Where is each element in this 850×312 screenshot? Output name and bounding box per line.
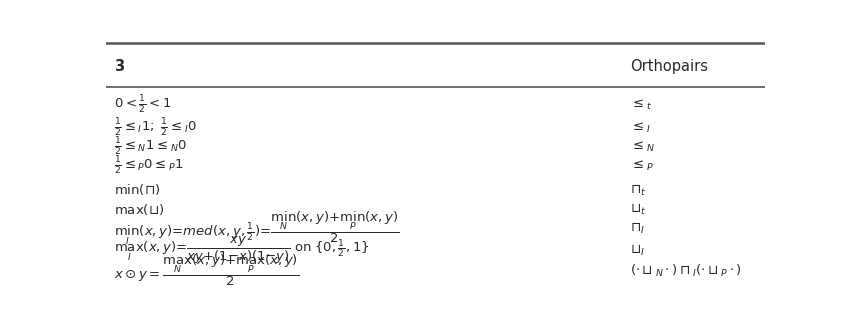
Text: Orthopairs: Orthopairs <box>630 59 708 74</box>
Text: $\min(\sqcap)$: $\min(\sqcap)$ <box>114 183 161 197</box>
Text: $x \odot y = \dfrac{\max_N(x,y)+\max_P(x,y)}{2}$: $x \odot y = \dfrac{\max_N(x,y)+\max_P(x… <box>114 252 299 288</box>
Text: $\sqcap_t$: $\sqcap_t$ <box>630 183 646 197</box>
Text: $\sqcup_I$: $\sqcup_I$ <box>630 242 645 258</box>
Text: $\leq_I$: $\leq_I$ <box>630 120 651 134</box>
Text: $\frac{1}{2} \leq_P 0 \leq_P 1$: $\frac{1}{2} \leq_P 0 \leq_P 1$ <box>114 155 184 177</box>
Text: $(\cdot \sqcup_N \cdot) \sqcap_I (\cdot \sqcup_P \cdot)$: $(\cdot \sqcup_N \cdot) \sqcap_I (\cdot … <box>630 262 742 279</box>
Text: $\sqcup_t$: $\sqcup_t$ <box>630 202 646 217</box>
Text: $\sqcap_I$: $\sqcap_I$ <box>630 221 645 236</box>
Text: $\mathbf{3}$: $\mathbf{3}$ <box>114 58 125 74</box>
Text: $\leq_t$: $\leq_t$ <box>630 98 652 112</box>
Text: $0 < \frac{1}{2} < 1$: $0 < \frac{1}{2} < 1$ <box>114 94 172 116</box>
Text: $\max(\sqcup)$: $\max(\sqcup)$ <box>114 202 165 217</box>
Text: $\leq_N$: $\leq_N$ <box>630 140 655 154</box>
Text: $\frac{1}{2} \leq_I 1;\; \frac{1}{2} \leq_I 0$: $\frac{1}{2} \leq_I 1;\; \frac{1}{2} \le… <box>114 116 196 139</box>
Text: $\max_I(x, y) = \dfrac{xy}{xy+(1-x)(1-y)}\; \mathrm{on}\; \{0, \frac{1}{2}, 1\}$: $\max_I(x, y) = \dfrac{xy}{xy+(1-x)(1-y)… <box>114 235 370 266</box>
Text: $\leq_P$: $\leq_P$ <box>630 159 654 173</box>
Text: $\min_I(x, y) = med(x, y, \frac{1}{2}) = \dfrac{\min_N(x,y)+\min_P(x,y)}{2}$: $\min_I(x, y) = med(x, y, \frac{1}{2}) =… <box>114 210 400 247</box>
Text: $\frac{1}{2} \leq_N 1 \leq_N 0$: $\frac{1}{2} \leq_N 1 \leq_N 0$ <box>114 136 187 158</box>
